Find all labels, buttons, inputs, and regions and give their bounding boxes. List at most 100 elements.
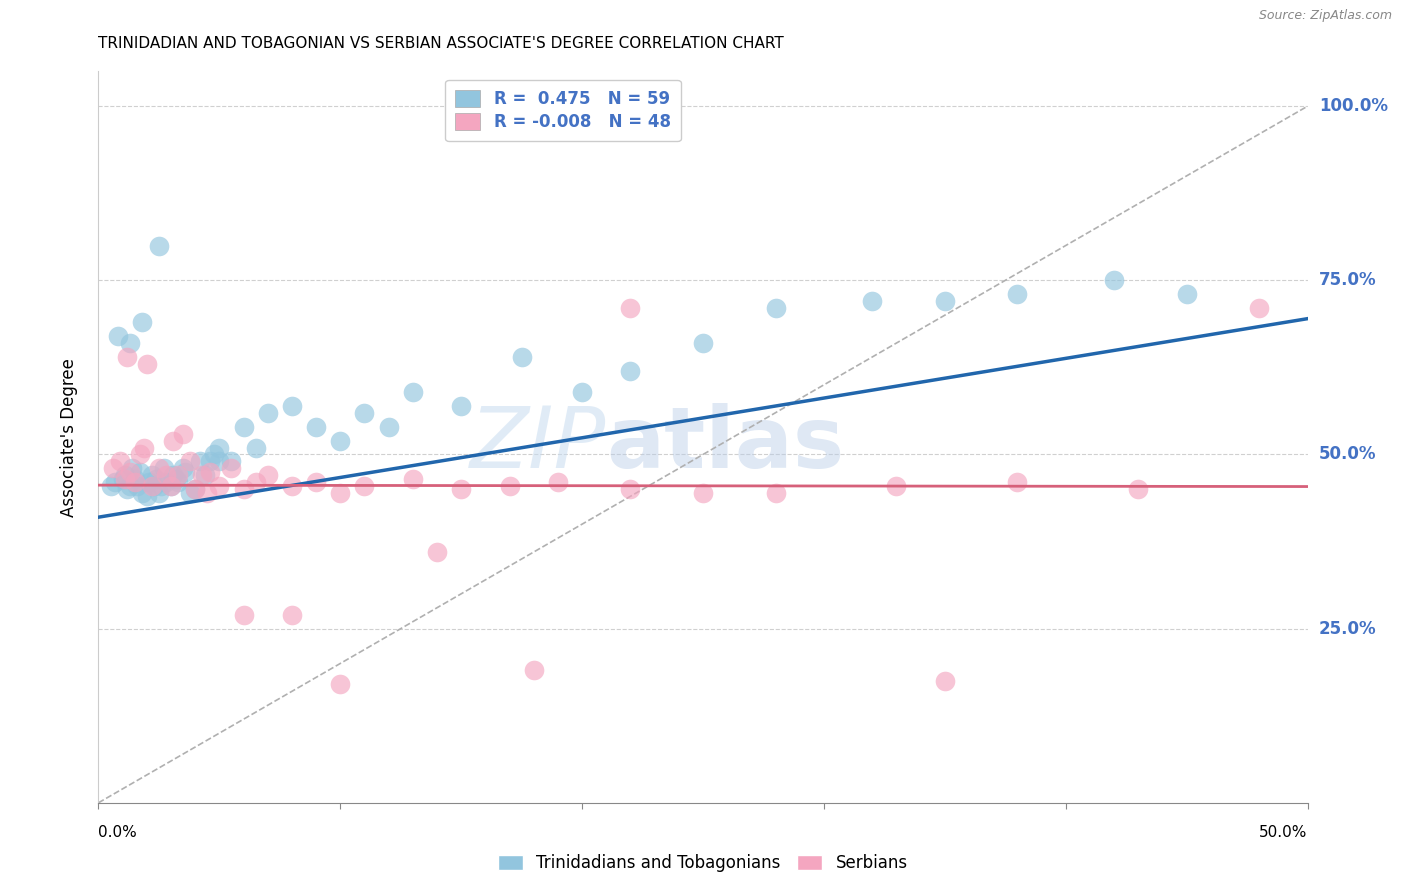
Point xyxy=(160,479,183,493)
Point xyxy=(128,465,150,479)
Point xyxy=(198,465,221,479)
Point xyxy=(245,441,267,455)
Point xyxy=(426,545,449,559)
Point xyxy=(148,238,170,252)
Point xyxy=(256,468,278,483)
Point xyxy=(221,454,243,468)
Point xyxy=(510,350,533,364)
Point xyxy=(692,336,714,351)
Text: TRINIDADIAN AND TOBAGONIAN VS SERBIAN ASSOCIATE'S DEGREE CORRELATION CHART: TRINIDADIAN AND TOBAGONIAN VS SERBIAN AS… xyxy=(98,36,785,51)
Point xyxy=(402,472,425,486)
Point xyxy=(198,454,221,468)
Point xyxy=(143,479,166,493)
Point xyxy=(148,485,170,500)
Point xyxy=(619,364,641,378)
Point xyxy=(100,479,122,493)
Point xyxy=(117,350,139,364)
Point xyxy=(152,461,174,475)
Point xyxy=(148,461,170,475)
Point xyxy=(305,475,328,490)
Point xyxy=(232,607,254,622)
Point xyxy=(402,384,425,399)
Point xyxy=(765,301,787,316)
Point xyxy=(195,485,218,500)
Point xyxy=(692,485,714,500)
Point xyxy=(184,483,207,497)
Point xyxy=(118,465,141,479)
Text: 50.0%: 50.0% xyxy=(1319,445,1376,464)
Point xyxy=(256,406,278,420)
Point xyxy=(860,294,883,309)
Point xyxy=(124,475,146,490)
Point xyxy=(114,468,136,483)
Point xyxy=(117,483,139,497)
Point xyxy=(329,434,352,448)
Point xyxy=(138,475,160,490)
Text: Source: ZipAtlas.com: Source: ZipAtlas.com xyxy=(1258,9,1392,22)
Text: ZIP: ZIP xyxy=(470,403,606,486)
Point xyxy=(184,483,207,497)
Point xyxy=(141,479,163,493)
Point xyxy=(101,461,124,475)
Point xyxy=(111,472,134,486)
Point xyxy=(208,479,231,493)
Y-axis label: Associate's Degree: Associate's Degree xyxy=(59,358,77,516)
Point xyxy=(1249,301,1271,316)
Text: atlas: atlas xyxy=(606,403,845,486)
Point xyxy=(619,483,641,497)
Point xyxy=(1007,475,1029,490)
Text: 0.0%: 0.0% xyxy=(98,825,138,840)
Point xyxy=(281,607,304,622)
Point xyxy=(765,485,787,500)
Point xyxy=(619,301,641,316)
Point xyxy=(934,294,956,309)
Point xyxy=(179,454,201,468)
Point xyxy=(150,479,173,493)
Text: 75.0%: 75.0% xyxy=(1319,271,1376,289)
Point xyxy=(118,336,141,351)
Point xyxy=(1128,483,1150,497)
Point xyxy=(547,475,569,490)
Point xyxy=(167,475,190,490)
Point xyxy=(162,434,184,448)
Point xyxy=(194,468,217,483)
Point xyxy=(172,426,194,441)
Point xyxy=(167,468,190,483)
Point xyxy=(155,468,177,483)
Point xyxy=(162,468,184,483)
Text: 100.0%: 100.0% xyxy=(1319,97,1388,115)
Point xyxy=(131,485,153,500)
Point xyxy=(305,419,328,434)
Point xyxy=(191,468,214,483)
Point xyxy=(208,454,231,468)
Point xyxy=(281,479,304,493)
Point xyxy=(281,399,304,413)
Legend: Trinidadians and Tobagonians, Serbians: Trinidadians and Tobagonians, Serbians xyxy=(492,847,914,879)
Point xyxy=(450,399,472,413)
Point xyxy=(221,461,243,475)
Point xyxy=(128,448,150,462)
Point xyxy=(498,479,520,493)
Point xyxy=(134,441,156,455)
Point xyxy=(118,479,141,493)
Point xyxy=(1007,287,1029,301)
Point xyxy=(571,384,593,399)
Point xyxy=(232,419,254,434)
Point xyxy=(188,454,211,468)
Point xyxy=(886,479,908,493)
Point xyxy=(245,475,267,490)
Point xyxy=(104,475,127,490)
Point xyxy=(208,441,231,455)
Point xyxy=(108,454,131,468)
Point xyxy=(232,483,254,497)
Point xyxy=(155,475,177,490)
Point xyxy=(135,489,157,503)
Point xyxy=(353,479,375,493)
Point xyxy=(1102,273,1125,287)
Point xyxy=(131,315,153,329)
Point xyxy=(145,472,167,486)
Point xyxy=(329,677,352,691)
Text: 25.0%: 25.0% xyxy=(1319,620,1376,638)
Point xyxy=(124,472,146,486)
Point xyxy=(135,357,157,371)
